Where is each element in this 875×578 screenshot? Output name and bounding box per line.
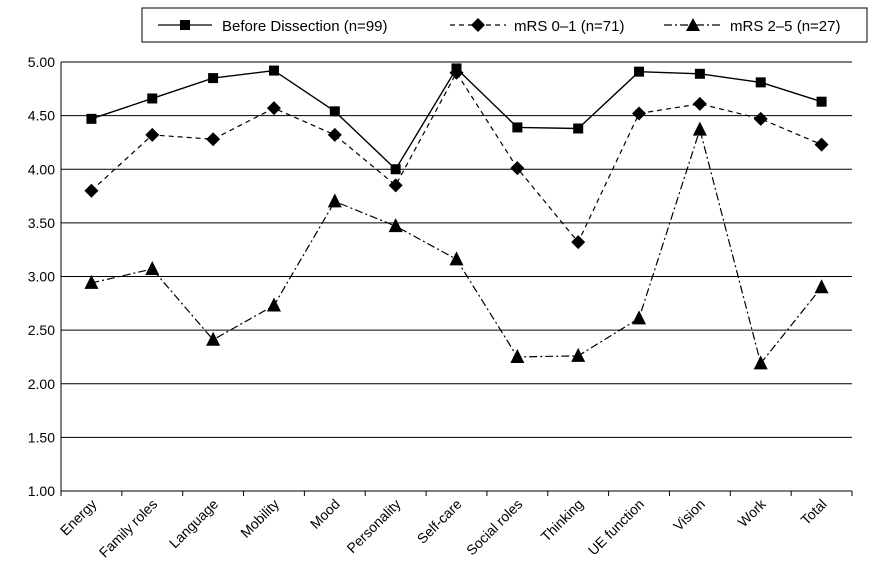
x-tick-label: Mobility	[237, 496, 282, 541]
legend: Before Dissection (n=99) mRS 0–1 (n=71) …	[141, 7, 868, 43]
gridlines	[61, 61, 852, 492]
data-point-square	[208, 73, 219, 84]
data-point-diamond	[449, 65, 464, 80]
x-tick-label: Total	[797, 496, 829, 528]
data-point-triangle	[145, 260, 160, 275]
data-point-diamond	[327, 127, 342, 142]
data-point-square	[268, 65, 279, 76]
x-tick-label: Social roles	[463, 496, 525, 558]
y-axis-tick-labels: 1.00 1.50 2.00 2.50 3.00 3.50 4.00 4.50 5.00	[28, 54, 55, 499]
x-tick-label: Self-care	[414, 496, 465, 547]
legend-label-before: Before Dissection (n=99)	[222, 18, 388, 35]
data-point-triangle	[571, 347, 586, 362]
y-tick-label: 2.00	[28, 376, 55, 392]
data-point-triangle	[84, 274, 99, 289]
data-point-square	[816, 96, 827, 107]
x-tick-label: Work	[735, 495, 770, 530]
series-markers	[84, 63, 829, 370]
data-point-square	[329, 106, 340, 117]
data-point-square	[512, 122, 523, 133]
legend-label-mrs01: mRS 0–1 (n=71)	[514, 18, 624, 35]
y-tick-label: 2.50	[28, 322, 55, 338]
data-point-triangle	[510, 348, 525, 363]
data-point-triangle	[632, 310, 647, 325]
data-point-diamond	[266, 101, 281, 116]
y-tick-label: 4.00	[28, 161, 55, 177]
data-point-triangle	[206, 331, 221, 346]
data-point-diamond	[510, 161, 525, 176]
data-point-diamond	[84, 183, 99, 198]
x-tick-label: Thinking	[538, 496, 587, 545]
y-tick-label: 4.50	[28, 108, 55, 124]
data-point-triangle	[266, 297, 281, 312]
series-line-1	[91, 67, 822, 171]
legend-marker-mrs01	[471, 18, 485, 32]
data-point-square	[634, 66, 645, 77]
series-line-2	[91, 71, 822, 244]
data-point-diamond	[206, 132, 221, 147]
data-point-square	[755, 77, 766, 88]
series-line-3	[91, 127, 823, 365]
data-point-triangle	[388, 218, 403, 233]
x-tick-label: Personality	[343, 496, 403, 556]
data-point-diamond	[692, 96, 707, 111]
data-point-square	[573, 123, 584, 134]
series-lines	[91, 67, 823, 365]
x-tick-label: Language	[166, 496, 222, 552]
data-point-triangle	[814, 279, 829, 294]
y-tick-label: 5.00	[28, 54, 55, 70]
x-tick-label: Vision	[670, 496, 708, 534]
legend-label-mrs25: mRS 2–5 (n=27)	[730, 18, 840, 35]
data-point-triangle	[753, 355, 768, 370]
data-point-diamond	[571, 235, 586, 250]
data-point-square	[147, 93, 158, 104]
data-point-triangle	[692, 121, 707, 136]
legend-marker-before	[180, 20, 190, 30]
data-point-diamond	[388, 178, 403, 193]
data-point-square	[86, 113, 97, 124]
data-point-triangle	[449, 251, 464, 266]
data-point-square	[390, 164, 401, 175]
x-tick-label: Energy	[57, 496, 100, 539]
data-point-triangle	[327, 193, 342, 208]
y-tick-label: 1.50	[28, 429, 55, 445]
legend-marker-mrs25	[686, 18, 700, 31]
data-point-diamond	[753, 111, 768, 126]
y-tick-label: 3.50	[28, 215, 55, 231]
y-tick-label: 1.00	[28, 483, 55, 499]
x-tick-label: UE function	[585, 496, 647, 558]
data-point-square	[694, 68, 705, 79]
data-point-diamond	[814, 137, 829, 152]
y-tick-label: 3.00	[28, 269, 55, 285]
data-point-diamond	[632, 106, 647, 121]
x-tick-label: Family roles	[96, 496, 161, 561]
data-point-diamond	[145, 127, 160, 142]
x-tick-label: Mood	[307, 496, 343, 532]
